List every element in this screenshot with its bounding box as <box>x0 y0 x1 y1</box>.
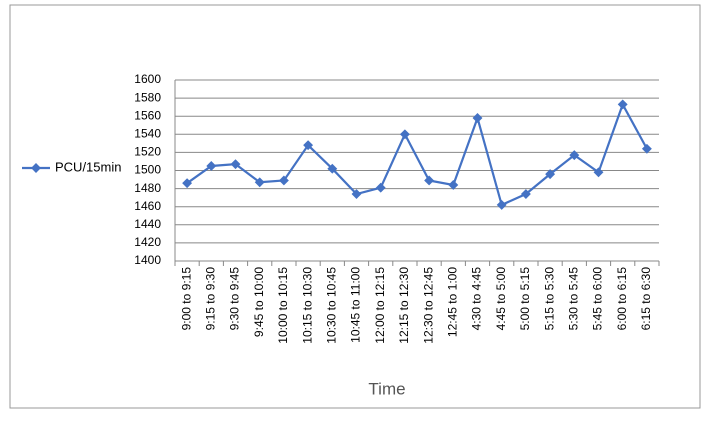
x-tick-label: 9:15 to 9:30 <box>203 267 217 331</box>
x-tick-label: 6:15 to 6:30 <box>639 267 653 331</box>
data-point <box>399 129 410 140</box>
y-tick-label: 1420 <box>134 235 161 249</box>
x-tick-label: 10:00 to 10:15 <box>276 267 290 344</box>
y-tick-label: 1440 <box>134 217 161 231</box>
y-tick-label: 1460 <box>134 199 161 213</box>
y-tick-label: 1540 <box>134 126 161 140</box>
x-tick-label: 12:45 to 1:00 <box>445 267 459 337</box>
y-tick-label: 1580 <box>134 90 161 104</box>
data-point <box>254 177 265 188</box>
y-tick-label: 1500 <box>134 163 161 177</box>
data-point <box>545 169 556 180</box>
y-tick-label: 1400 <box>134 253 161 267</box>
data-point <box>496 199 507 210</box>
y-tick-label: 1520 <box>134 145 161 159</box>
x-tick-label: 12:15 to 12:30 <box>397 267 411 344</box>
x-tick-label: 5:15 to 5:30 <box>542 267 556 331</box>
x-tick-label: 12:00 to 12:15 <box>373 267 387 344</box>
data-point <box>303 140 314 151</box>
data-point <box>617 99 628 110</box>
x-tick-label: 10:45 to 11:00 <box>349 267 363 343</box>
x-tick-label: 9:45 to 10:00 <box>252 267 266 337</box>
data-point <box>448 180 459 190</box>
x-tick-label: 5:45 to 6:00 <box>591 267 605 331</box>
x-axis-title: Time <box>368 379 405 398</box>
data-point <box>520 189 531 199</box>
data-point <box>424 175 435 186</box>
data-point <box>230 159 241 170</box>
x-tick-label: 4:30 to 4:45 <box>470 267 484 331</box>
x-tick-label: 10:30 to 10:45 <box>324 267 338 344</box>
x-tick-label: 12:30 to 12:45 <box>421 267 435 344</box>
data-point <box>278 175 289 186</box>
data-point <box>206 161 217 171</box>
x-tick-label: 4:45 to 5:00 <box>494 267 508 331</box>
x-tick-label: 10:15 to 10:30 <box>300 267 314 344</box>
x-tick-label: 6:00 to 6:15 <box>615 267 629 331</box>
y-tick-label: 1560 <box>134 108 161 122</box>
x-tick-label: 9:00 to 9:15 <box>179 267 193 331</box>
x-tick-label: 5:00 to 5:15 <box>518 267 532 331</box>
x-tick-label: 9:30 to 9:45 <box>228 267 242 331</box>
data-point <box>593 167 604 178</box>
legend-marker <box>31 163 41 173</box>
data-point <box>569 150 580 161</box>
y-tick-label: 1600 <box>134 72 161 86</box>
data-point <box>182 178 193 189</box>
data-point <box>641 143 652 154</box>
data-point <box>327 163 338 174</box>
data-point <box>375 182 386 193</box>
legend-label: PCU/15min <box>55 159 121 174</box>
y-tick-label: 1480 <box>134 181 161 195</box>
x-tick-label: 5:30 to 5:45 <box>566 267 580 331</box>
data-point <box>351 189 362 199</box>
